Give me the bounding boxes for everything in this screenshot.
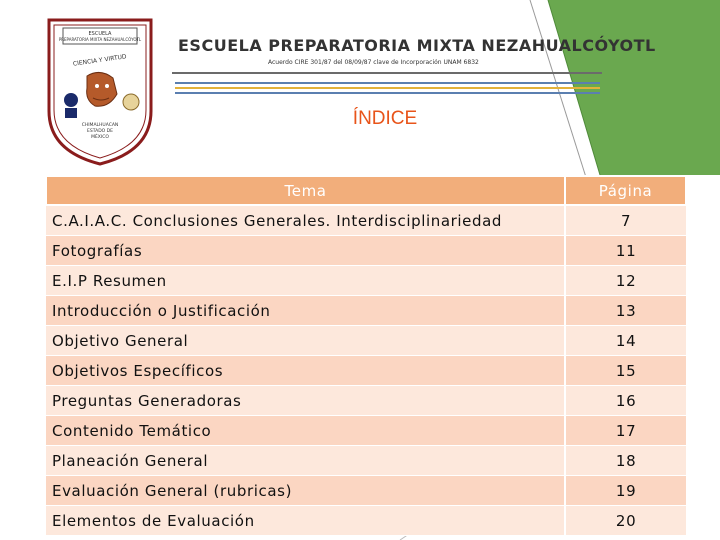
table-row: Contenido Temático 17 <box>46 415 686 446</box>
row-tema: Introducción o Justificación <box>46 295 567 326</box>
row-pagina: 7 <box>565 205 686 236</box>
table-row: Objetivo General 14 <box>46 325 686 356</box>
row-pagina: 14 <box>565 325 686 356</box>
table-row: Planeación General 18 <box>46 445 686 476</box>
row-tema: C.A.I.A.C. Conclusiones Generales. Inter… <box>46 205 567 236</box>
school-name: ESCUELA PREPARATORIA MIXTA NEZAHUALCÓYOT… <box>178 36 656 55</box>
table-header-row: Tema Página <box>44 175 687 206</box>
table-row: Preguntas Generadoras 16 <box>46 385 686 416</box>
page-title: ÍNDICE <box>352 108 418 129</box>
table-row: Evaluación General (rubricas) 19 <box>46 475 686 506</box>
table-row: C.A.I.A.C. Conclusiones Generales. Inter… <box>46 205 686 236</box>
row-tema: Fotografías <box>46 235 567 266</box>
row-tema: Planeación General <box>46 445 567 476</box>
row-pagina: 12 <box>565 265 686 296</box>
svg-text:ESCUELA: ESCUELA <box>89 31 113 37</box>
row-tema: Preguntas Generadoras <box>46 385 567 416</box>
header-stripes <box>175 82 600 100</box>
table-row: Elementos de Evaluación 20 <box>46 505 686 536</box>
table-row: E.I.P Resumen 12 <box>46 265 686 296</box>
row-pagina: 19 <box>565 475 686 506</box>
svg-text:CHIMALHUACAN: CHIMALHUACAN <box>82 122 119 128</box>
table-row: Fotografías 11 <box>46 235 686 266</box>
row-pagina: 20 <box>565 505 686 536</box>
header-divider <box>172 72 602 74</box>
row-tema: Evaluación General (rubricas) <box>46 475 567 506</box>
row-pagina: 13 <box>565 295 686 326</box>
column-header-pagina: Página <box>564 175 687 206</box>
column-header-tema: Tema <box>44 175 567 206</box>
row-tema: Objetivo General <box>46 325 567 356</box>
table-row: Introducción o Justificación 13 <box>46 295 686 326</box>
school-subtitle: Acuerdo CIRE 301/87 del 08/09/87 clave d… <box>268 59 479 66</box>
index-table: Tema Página C.A.I.A.C. Conclusiones Gene… <box>44 175 687 536</box>
school-crest-logo: ESCUELA PREPARATORIA MIXTA NEZAHUALCÓYOT… <box>47 18 153 166</box>
row-tema: Contenido Temático <box>46 415 567 446</box>
row-pagina: 16 <box>565 385 686 416</box>
svg-text:ESTADO DE: ESTADO DE <box>87 128 113 134</box>
row-tema: Objetivos Específicos <box>46 355 567 386</box>
row-pagina: 17 <box>565 415 686 446</box>
table-row: Objetivos Específicos 15 <box>46 355 686 386</box>
svg-text:PREPARATORIA MIXTA NEZAHUALCÓY: PREPARATORIA MIXTA NEZAHUALCÓYOTL <box>59 37 142 42</box>
row-pagina: 18 <box>565 445 686 476</box>
row-tema: E.I.P Resumen <box>46 265 567 296</box>
row-pagina: 15 <box>565 355 686 386</box>
row-pagina: 11 <box>565 235 686 266</box>
row-tema: Elementos de Evaluación <box>46 505 567 536</box>
svg-text:MÉXICO: MÉXICO <box>91 132 109 140</box>
